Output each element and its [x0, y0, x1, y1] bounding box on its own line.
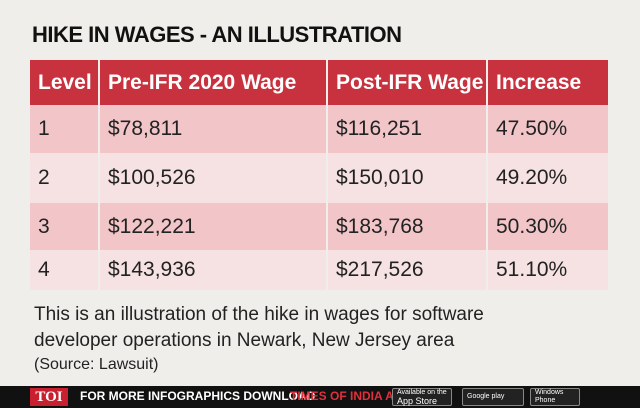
caption-line: (Source: Lawsuit) [34, 356, 159, 373]
badge-text: Google play [467, 393, 505, 400]
table-cell: $116,251 [328, 105, 488, 153]
table-cell: 4 [30, 250, 100, 290]
table-cell: $183,768 [328, 203, 488, 250]
caption-line: developer operations in Newark, New Jers… [34, 330, 455, 351]
header-cell: Level [30, 60, 100, 105]
store-badge[interactable]: Google play [462, 388, 524, 406]
store-badge[interactable]: Available on the App Store [392, 388, 452, 406]
logo: TOI [30, 388, 68, 406]
header-cell: Post-IFR Wage [328, 60, 488, 105]
table-row: 2 $100,526 $150,010 49.20% [30, 153, 610, 203]
table-cell: 49.20% [488, 153, 610, 203]
badge-text: Windows [535, 389, 564, 396]
table: Level Pre-IFR 2020 Wage Post-IFR Wage Incre… [30, 60, 610, 290]
badge-text: Phone [535, 397, 556, 404]
store-badge[interactable]: Windows Phone [530, 388, 580, 406]
table-cell: $150,010 [328, 153, 488, 203]
header-row: Level Pre-IFR 2020 Wage Post-IFR Wage Incre… [30, 60, 610, 105]
table-cell: $100,526 [100, 153, 328, 203]
table-row: 3 $122,221 $183,768 50.30% [30, 203, 610, 250]
table-cell: 2 [30, 153, 100, 203]
table-cell: 1 [30, 105, 100, 153]
table-cell: $217,526 [328, 250, 488, 290]
table-row: 1 $78,811 $116,251 47.50% [30, 105, 610, 153]
header-cell: Increase [488, 60, 610, 105]
badge-text: App Store [397, 396, 438, 406]
table-cell: 3 [30, 203, 100, 250]
table-cell: $122,221 [100, 203, 328, 250]
title: HIKE IN WAGES - AN ILLUSTRATION [32, 22, 402, 47]
table-cell: 47.50% [488, 105, 610, 153]
footer-app: TIMES OF INDIA APP [290, 389, 410, 403]
caption-line: This is an illustration of the hike in w… [34, 304, 484, 325]
badge-text: Available on the [397, 389, 447, 396]
table-cell: 50.30% [488, 203, 610, 250]
table-cell: 51.10% [488, 250, 610, 290]
footer-text: FOR MORE INFOGRAPHICS DOWNLOAD [80, 389, 316, 403]
header-cell: Pre-IFR 2020 Wage [100, 60, 328, 105]
footer-bar: TOI FOR MORE INFOGRAPHICS DOWNLOAD TIMES… [0, 386, 640, 408]
table-cell: $78,811 [100, 105, 328, 153]
table-cell: $143,936 [100, 250, 328, 290]
table-row: 4 $143,936 $217,526 51.10% [30, 250, 610, 290]
